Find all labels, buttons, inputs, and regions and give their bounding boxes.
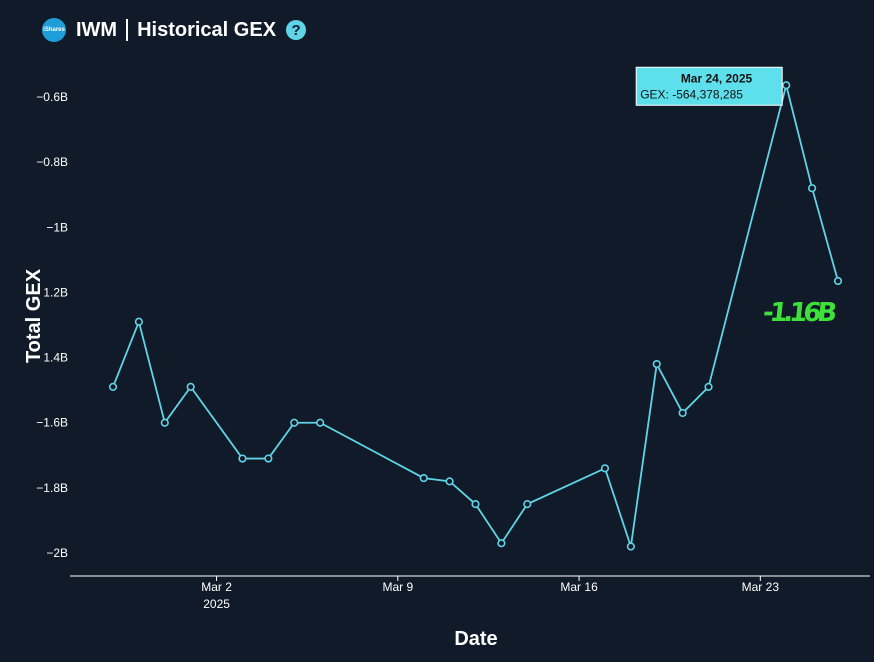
data-point[interactable]: [134, 317, 143, 326]
data-point[interactable]: [186, 382, 195, 391]
data-point[interactable]: [652, 359, 661, 369]
data-point[interactable]: [471, 500, 480, 509]
chart-header: iShares IWM Historical GEX ?: [42, 14, 307, 46]
data-point[interactable]: [445, 477, 454, 486]
data-point[interactable]: [600, 464, 610, 473]
y-tick-label: 1.4B: [43, 351, 68, 365]
help-icon[interactable]: ?: [286, 20, 307, 40]
data-point[interactable]: [290, 418, 299, 427]
y-tick-label: 1.2B: [43, 285, 68, 299]
data-point[interactable]: [238, 454, 247, 463]
y-tick-label: −1B: [46, 220, 68, 234]
x-tick-label: Mar 2: [201, 580, 232, 594]
tooltip-value: GEX: -564,378,285: [640, 87, 743, 101]
x-tick-sublabel: 2025: [203, 597, 230, 611]
y-tick-label: −1.8B: [36, 481, 68, 495]
x-tick-label: Mar 16: [560, 580, 598, 594]
data-point[interactable]: [264, 454, 273, 463]
data-point[interactable]: [808, 184, 817, 193]
y-tick-label: −0.6B: [36, 90, 68, 104]
data-point[interactable]: [704, 382, 713, 391]
ishares-logo: iShares: [42, 18, 66, 42]
gex-series-line: [112, 85, 839, 547]
data-point[interactable]: [782, 81, 791, 90]
data-point[interactable]: [497, 539, 506, 548]
x-tick-label: Mar 23: [742, 580, 780, 594]
ticker-label: IWM: [76, 18, 118, 41]
data-point[interactable]: [678, 408, 687, 418]
header-separator: [126, 19, 129, 41]
tooltip: Mar 24, 2025 GEX: -564,378,285: [635, 66, 783, 106]
data-point[interactable]: [160, 418, 169, 427]
data-point[interactable]: [419, 473, 428, 483]
x-axis-title: Date: [454, 628, 497, 650]
y-tick-label: −1.6B: [36, 416, 68, 430]
data-points: [108, 81, 843, 551]
y-tick-label: −2B: [46, 546, 68, 560]
data-point[interactable]: [833, 276, 843, 286]
data-point[interactable]: [316, 418, 325, 427]
data-point[interactable]: [108, 382, 118, 391]
tooltip-box: [635, 66, 783, 106]
chart-title: Historical GEX: [137, 18, 277, 41]
x-tick-label: Mar 9: [382, 580, 413, 594]
handwritten-annotation: -1.16B: [762, 298, 839, 328]
y-axis-title: Total GEX: [23, 268, 45, 363]
data-point[interactable]: [523, 500, 532, 509]
y-tick-label: −0.8B: [36, 155, 68, 169]
y-axis: −0.6B −0.8B −1B 1.2B 1.4B −1.6B −1.8B −2B: [36, 90, 68, 560]
tooltip-date: Mar 24, 2025: [681, 71, 753, 85]
x-axis: Mar 2 2025 Mar 9 Mar 16 Mar 23: [70, 575, 870, 611]
data-point[interactable]: [626, 542, 635, 551]
